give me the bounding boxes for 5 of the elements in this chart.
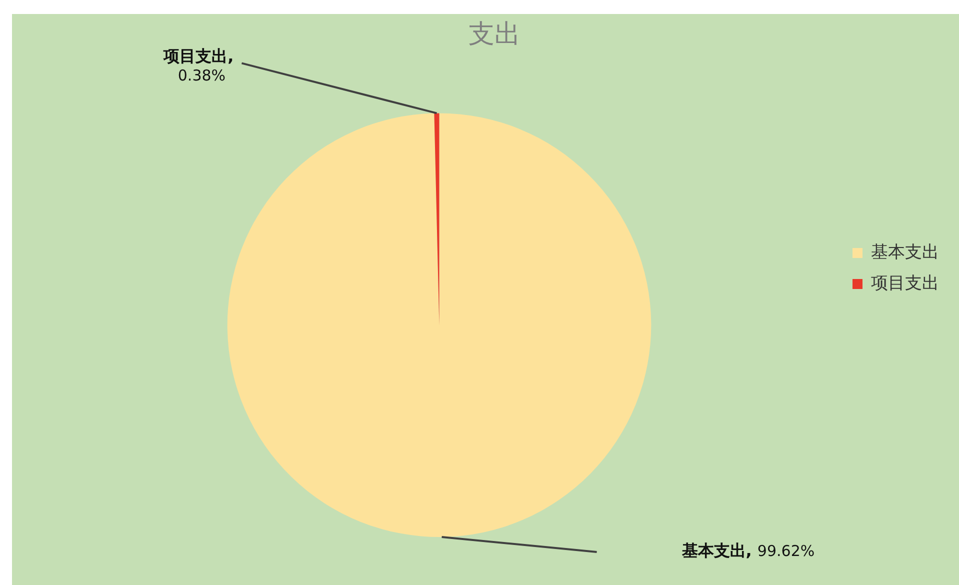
data-label: 项目支出, 0.38%	[162, 46, 234, 85]
chart-title: 支出	[468, 19, 520, 50]
legend-label: 基本支出	[871, 242, 939, 262]
legend-label: 项目支出	[871, 273, 939, 294]
data-label: 基本支出, 99.62%	[680, 541, 815, 560]
